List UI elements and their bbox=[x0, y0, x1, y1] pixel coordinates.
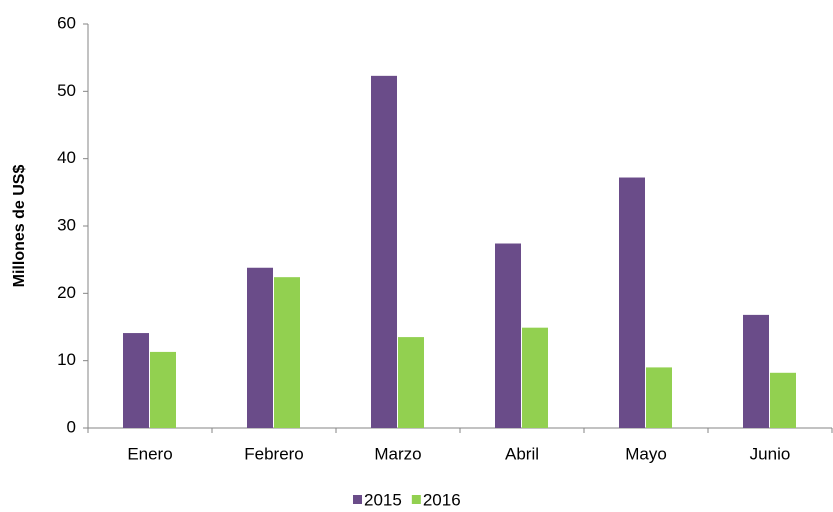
y-tick-label: 60 bbox=[57, 13, 76, 32]
bar bbox=[743, 314, 769, 428]
bar bbox=[150, 351, 176, 428]
legend-swatch bbox=[411, 495, 421, 504]
y-axis-label: Millones de US$ bbox=[11, 165, 28, 288]
y-tick-label: 40 bbox=[57, 148, 76, 167]
x-tick-label: Enero bbox=[127, 444, 172, 463]
bar bbox=[646, 367, 672, 428]
y-tick-label: 0 bbox=[67, 417, 76, 436]
x-tick-label: Marzo bbox=[374, 444, 421, 463]
x-tick-label: Mayo bbox=[625, 444, 667, 463]
y-tick-label: 30 bbox=[57, 215, 76, 234]
y-tick-label: 20 bbox=[57, 283, 76, 302]
bar bbox=[398, 337, 424, 428]
legend-swatch bbox=[353, 495, 362, 504]
bar bbox=[495, 243, 521, 428]
y-tick-label: 50 bbox=[57, 81, 76, 100]
bar bbox=[371, 75, 397, 428]
bar bbox=[247, 267, 273, 428]
legend-label: 2015 bbox=[364, 490, 402, 509]
x-tick-label: Abril bbox=[505, 444, 539, 463]
x-tick-label: Junio bbox=[750, 444, 791, 463]
bar bbox=[770, 372, 796, 428]
bar bbox=[274, 277, 300, 428]
bar bbox=[619, 177, 645, 428]
bar bbox=[522, 327, 548, 428]
legend-label: 2016 bbox=[423, 490, 461, 509]
x-tick-label: Febrero bbox=[244, 444, 304, 463]
y-tick-label: 10 bbox=[57, 350, 76, 369]
bar bbox=[123, 333, 149, 428]
